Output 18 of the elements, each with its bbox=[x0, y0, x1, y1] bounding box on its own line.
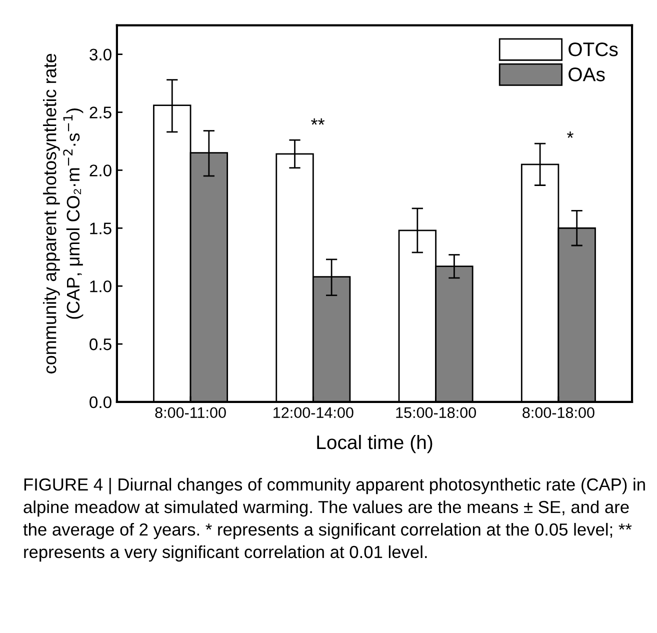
y-tick-label: 3.0 bbox=[90, 48, 112, 60]
x-tick-label: 15:00-18:00 bbox=[396, 407, 476, 418]
annotation: * bbox=[567, 132, 574, 138]
caption: FIGURE 4 | Diurnal changes of community apparent photosynthetic rate (CAP) in alpine meadow at simulated warming. The values are the means ± SE, and are the average of 2 years. * represents a significant correlation at the 0.05 level; ** represents a very significant correlation at 0.01 level. bbox=[23, 478, 645, 562]
x-tick-label: 8:00-18:00 bbox=[522, 407, 594, 418]
legend-label: OTCs bbox=[568, 42, 618, 56]
x-tick-label: 8:00-11:00 bbox=[155, 407, 226, 418]
y-tick-label: 0.0 bbox=[90, 396, 112, 408]
annotation: ** bbox=[311, 118, 325, 125]
y-axis-title: community apparent photosynthetic rate (CAP, μmol CO₂·m$^{−2}$·s$^{−1}$) bbox=[43, 54, 84, 374]
y-tick-label: 0.5 bbox=[90, 338, 112, 350]
x-axis-title: Local time (h) bbox=[317, 434, 432, 454]
y-tick-label: 1.0 bbox=[90, 280, 112, 292]
y-tick-label: 1.5 bbox=[90, 222, 112, 234]
y-tick-label: 2.5 bbox=[90, 106, 112, 118]
x-tick-label: 12:00-14:00 bbox=[274, 407, 354, 418]
legend-label: OAs bbox=[568, 68, 605, 82]
y-tick-label: 2.0 bbox=[90, 164, 112, 176]
